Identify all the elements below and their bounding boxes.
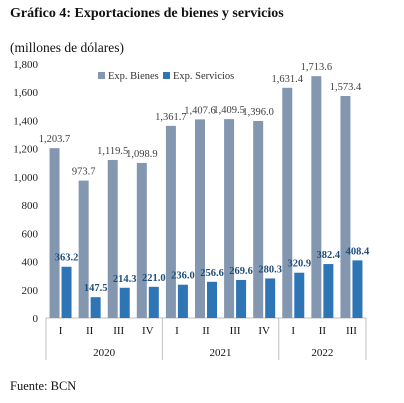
x-tick-label: I — [175, 325, 179, 337]
bar-bienes — [195, 119, 205, 318]
data-label-servicios: 320.9 — [287, 259, 311, 270]
bar-bienes — [282, 87, 293, 318]
x-tick-label: I — [291, 325, 295, 337]
bar-servicios — [177, 284, 188, 318]
legend: Exp. Bienes Exp. Servicios — [98, 71, 234, 82]
y-tick-label: 1,400 — [13, 115, 38, 127]
data-label-servicios: 408.4 — [346, 246, 370, 257]
data-label-bienes: 1,573.4 — [330, 82, 362, 93]
x-tick-label: I — [59, 325, 63, 337]
source-note: Fuente: BCN — [10, 379, 77, 393]
bar-bienes — [107, 160, 118, 318]
x-tick-label: II — [86, 325, 94, 337]
bar-servicios — [61, 266, 72, 318]
data-label-servicios: 382.4 — [317, 250, 341, 261]
data-label-bienes: 1,361.7 — [155, 112, 187, 123]
bar-bienes — [136, 162, 147, 318]
y-tick-label: 1,000 — [13, 172, 38, 184]
data-label-bienes: 973.7 — [72, 167, 96, 178]
x-tick-label: II — [319, 325, 327, 337]
chart-subtitle: (millones de dólares) — [10, 40, 124, 55]
bar-servicios — [323, 264, 334, 318]
data-label-servicios: 363.2 — [55, 253, 79, 264]
y-tick-label: 600 — [22, 228, 39, 240]
data-label-servicios: 221.0 — [142, 273, 166, 284]
legend-swatch — [98, 72, 105, 79]
bar-bienes — [311, 76, 322, 318]
y-tick-label: 0 — [33, 313, 39, 325]
legend-swatch — [163, 72, 170, 79]
x-tick-label: III — [346, 325, 357, 337]
bar-bienes — [224, 119, 235, 319]
chart-title: Gráfico 4: Exportaciones de bienes y ser… — [10, 6, 284, 21]
y-tick-label: 1,800 — [13, 59, 38, 71]
bar-bienes — [78, 180, 89, 318]
data-label-bienes: 1,631.4 — [272, 74, 304, 85]
data-label-bienes: 1,713.6 — [301, 62, 333, 73]
y-tick-label: 200 — [22, 285, 39, 297]
year-label: 2020 — [93, 347, 116, 359]
bar-bienes — [340, 95, 351, 319]
data-label-bienes: 1,203.7 — [39, 134, 71, 145]
data-label-servicios: 269.6 — [229, 266, 253, 277]
bar-servicios — [352, 260, 363, 318]
y-tick-label: 800 — [22, 200, 39, 212]
bar-servicios — [265, 278, 276, 318]
x-tick-label: III — [230, 325, 241, 337]
bar-servicios — [119, 287, 130, 318]
data-label-servicios: 236.0 — [171, 271, 195, 282]
bar-bienes — [253, 121, 264, 319]
bar-servicios — [207, 281, 217, 318]
bar-bienes — [49, 148, 60, 318]
bar-bienes — [165, 125, 176, 318]
bar-servicios — [236, 279, 247, 318]
data-label-servicios: 280.3 — [258, 264, 282, 275]
year-label: 2021 — [210, 347, 232, 359]
x-tick-label: IV — [258, 325, 270, 337]
data-label-servicios: 256.6 — [200, 268, 224, 279]
data-label-servicios: 214.3 — [113, 274, 137, 285]
x-tick-label: II — [202, 325, 210, 337]
y-tick-label: 400 — [22, 257, 39, 269]
x-tick-label: III — [113, 325, 124, 337]
data-label-bienes: 1,407.6 — [184, 105, 216, 116]
bar-servicios — [294, 272, 305, 318]
legend-label: Exp. Servicios — [173, 71, 234, 82]
bar-servicios — [148, 286, 159, 318]
y-tick-label: 1,200 — [13, 144, 38, 156]
data-label-servicios: 147.5 — [84, 283, 108, 294]
year-label: 2022 — [311, 347, 333, 359]
x-tick-label: IV — [142, 325, 154, 337]
data-label-bienes: 1,396.0 — [242, 107, 274, 118]
data-label-bienes: 1,119.5 — [97, 146, 128, 157]
bars-layer — [49, 76, 363, 319]
legend-label: Exp. Bienes — [108, 71, 159, 82]
data-label-bienes: 1,409.5 — [213, 105, 245, 116]
data-label-bienes: 1,098.9 — [126, 149, 158, 160]
labels-layer: 1,203.7 973.71,119.51,098.9 1,361.71,407.6… — [39, 62, 370, 294]
y-tick-label: 1,600 — [13, 87, 38, 99]
bar-servicios — [90, 297, 101, 318]
